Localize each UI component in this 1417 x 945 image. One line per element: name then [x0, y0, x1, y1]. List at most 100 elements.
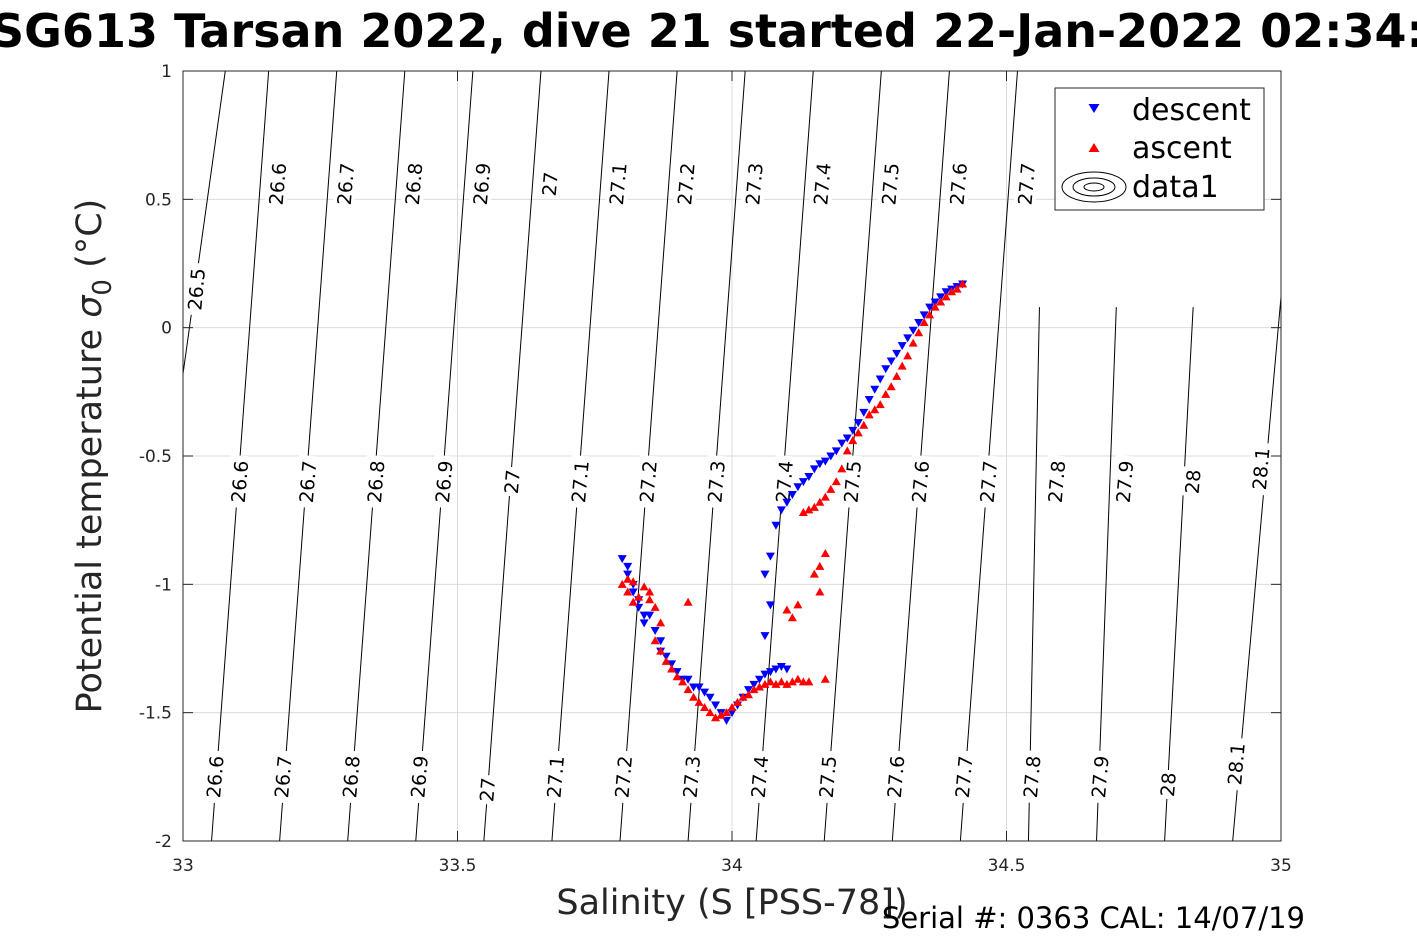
contour-label-group: 26.5	[182, 262, 210, 317]
contour-label: 27.1	[543, 755, 569, 799]
contour-label-bg	[337, 749, 365, 804]
contour-label-group: 27	[474, 774, 500, 806]
contour-label: 26.7	[296, 460, 322, 504]
contour-label: 27.6	[946, 162, 972, 206]
contour-label: 28	[1157, 772, 1181, 798]
y-tick-label: -1.5	[139, 704, 172, 724]
contour-label-bg	[634, 454, 662, 509]
descent-point	[820, 457, 830, 466]
ascent-point	[892, 371, 902, 380]
contour-label-bg	[1247, 441, 1274, 496]
ascent-point	[859, 420, 869, 429]
contour-label-group: 28.1	[1222, 737, 1250, 791]
contour-label: 27.5	[878, 162, 904, 206]
ascent-point	[623, 574, 633, 583]
contour-label: 27	[476, 777, 500, 803]
descent-point	[908, 326, 918, 335]
ascent-point	[727, 703, 737, 712]
descent-point	[711, 701, 721, 710]
descent-series	[617, 280, 968, 725]
descent-point	[776, 506, 786, 515]
contour-label: 26.7	[271, 755, 297, 799]
ascent-point	[645, 595, 655, 604]
y-axis-ticks: -2 -1.5 -1 -0.5 0 0.5 1	[139, 62, 1281, 852]
ascent-point	[881, 389, 891, 398]
contour-label: 27.5	[816, 755, 842, 799]
contour-label: 27.7	[1014, 162, 1040, 206]
contour-label: 26.8	[364, 460, 390, 504]
y-tick-label: -2	[155, 832, 172, 852]
contour-label-group: 28.1	[1247, 441, 1274, 496]
descent-point	[617, 555, 627, 564]
descent-point	[694, 683, 704, 692]
ascent-point	[787, 613, 797, 622]
contour-label-bg	[876, 157, 904, 211]
legend-box	[1054, 87, 1265, 211]
contour-label-group: 27.3	[702, 454, 730, 509]
ascent-point	[628, 597, 638, 606]
contour-label-bg	[702, 454, 730, 509]
density-contour-labels: 26.5 26.6 26.7 26.8 26.9 27 27.1 27.2 27.3 27.4 27…	[182, 157, 1274, 806]
ascent-point	[842, 446, 852, 455]
contour-label-bg	[839, 454, 866, 509]
ascent-point	[930, 302, 940, 311]
contour-label-group: 28	[1180, 466, 1206, 498]
ascent-point	[683, 685, 693, 694]
legend-ascent-marker	[1088, 143, 1100, 152]
ascent-point	[897, 361, 907, 370]
contour-label-bg	[944, 157, 972, 211]
ascent-point	[848, 436, 858, 445]
contour-label: 27.6	[909, 460, 935, 504]
y-axis-label-sigma: σ	[70, 294, 110, 318]
y-axis-label-unit: (°C)	[70, 199, 110, 279]
descent-point	[864, 396, 874, 405]
legend-descent-label: descent	[1132, 93, 1251, 128]
descent-point	[886, 357, 896, 366]
contour-label-group: 26.6	[226, 454, 253, 509]
ascent-point	[639, 582, 649, 591]
descent-point	[930, 298, 940, 307]
ascent-point	[711, 713, 721, 722]
ascent-point	[903, 351, 913, 360]
descent-point	[925, 303, 935, 312]
ascent-point	[700, 703, 710, 712]
contour-label-group: 27.2	[672, 157, 700, 211]
ascent-point	[820, 674, 830, 683]
contour-label-group: 27.1	[566, 454, 594, 509]
contour-label: 27.4	[810, 162, 836, 206]
contour-label-bg	[264, 157, 291, 211]
contour-label-bg	[882, 749, 909, 804]
descent-point	[919, 311, 929, 320]
descent-point	[897, 342, 907, 351]
contour-label-group: 26.6	[201, 749, 229, 804]
contour-label-group: 27.6	[882, 749, 909, 804]
contour-label: 27	[539, 171, 563, 197]
contour-label-group: 28	[1155, 769, 1181, 800]
ascent-point	[952, 284, 962, 293]
legend-data1-label: data1	[1132, 170, 1219, 205]
ascent-point	[743, 690, 753, 699]
descent-point	[842, 434, 852, 443]
contour-label: 27	[501, 469, 525, 495]
contour-label-bg	[975, 454, 1002, 509]
ascent-point	[738, 692, 748, 701]
contour-label-group: 27	[499, 466, 525, 498]
contour-label: 26.6	[203, 755, 229, 799]
descent-point	[722, 716, 732, 725]
contour-label: 28.1	[1224, 742, 1250, 786]
ascent-point	[804, 677, 814, 686]
contour-label-bg	[604, 157, 632, 211]
contour-label-bg	[672, 157, 700, 211]
ascent-point	[809, 502, 819, 511]
contour-label-bg	[430, 454, 457, 509]
contour-label-bg	[814, 749, 841, 804]
y-tick-label: -1	[155, 575, 172, 595]
contour-label-bg	[808, 157, 836, 211]
contour-label-group: 27.5	[839, 454, 866, 509]
ascent-point	[815, 587, 825, 596]
contour-label: 26.8	[402, 162, 428, 206]
ascent-point	[793, 674, 803, 683]
descent-point	[760, 570, 770, 579]
contour-label: 27.7	[952, 755, 978, 799]
contour-label-bg	[537, 168, 562, 200]
